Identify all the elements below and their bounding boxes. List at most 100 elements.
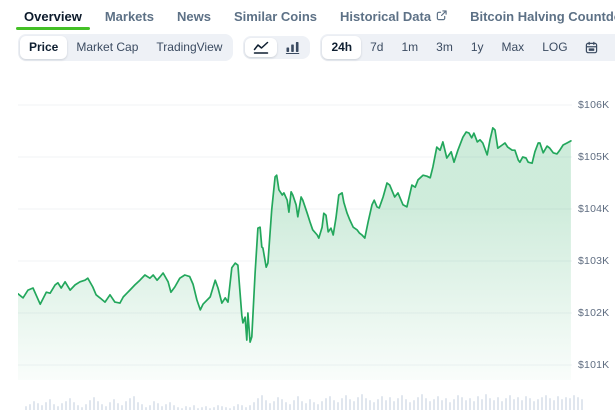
volume-bar: [361, 394, 363, 410]
tab-bar: Overview Markets News Similar Coins Historic…: [0, 0, 615, 30]
tab-markets[interactable]: Markets: [95, 3, 164, 30]
tab-label: News: [176, 9, 211, 24]
volume-bar: [373, 402, 375, 410]
volume-bar: [313, 402, 315, 410]
volume-bar: [113, 399, 115, 410]
volume-bar: [321, 401, 323, 410]
volume-bar: [165, 404, 167, 410]
tab-label: Bitcoin Halving Countdown: [470, 9, 615, 24]
volume-bar: [217, 405, 219, 410]
volume-bar: [533, 401, 535, 410]
range-1m-button[interactable]: 1m: [401, 40, 419, 55]
volume-bar: [481, 399, 483, 410]
volume-bar: [377, 399, 379, 410]
volume-bar: [581, 399, 583, 410]
volume-bar: [561, 399, 563, 410]
volume-bar: [501, 401, 503, 410]
volume-bar: [133, 396, 135, 410]
volume-bar: [277, 397, 279, 410]
bar-chart-button[interactable]: [277, 38, 308, 57]
volume-bar: [153, 401, 155, 410]
volume-bar: [53, 404, 55, 410]
volume-bar: [301, 401, 303, 410]
volume-bar: [265, 400, 267, 410]
volume-bar: [33, 401, 35, 410]
volume-bar: [121, 405, 123, 410]
price-chart[interactable]: $106K$105K$104K$103K$102K$101K CoinGecko: [0, 85, 615, 380]
volume-bar: [281, 399, 283, 410]
volume-bar: [253, 402, 255, 410]
volume-bar: [45, 402, 47, 410]
volume-bar: [421, 394, 423, 410]
volume-bar: [61, 403, 63, 410]
y-axis-label: $102K: [578, 307, 610, 319]
volume-bar: [565, 397, 567, 410]
volume-bar: [205, 406, 207, 410]
calendar-button[interactable]: [577, 38, 606, 57]
volume-bar: [73, 402, 75, 410]
volume-bar: [289, 404, 291, 410]
volume-bar: [69, 398, 71, 410]
tab-bitcoin-halving-countdown[interactable]: Bitcoin Halving Countdown: [460, 3, 615, 30]
price-area-fill: [18, 127, 571, 380]
tab-label: Similar Coins: [233, 9, 318, 24]
volume-bar: [241, 405, 243, 410]
volume-bar: [149, 405, 151, 410]
range-3m-button[interactable]: 3m: [436, 40, 453, 55]
tab-similar-coins[interactable]: Similar Coins: [224, 3, 327, 30]
range-max-button[interactable]: Max: [501, 40, 525, 55]
volume-bar: [417, 397, 419, 410]
volume-bar: [105, 406, 107, 410]
external-link-icon: [436, 10, 447, 21]
volume-bar: [381, 396, 383, 410]
volume-bar: [261, 395, 263, 410]
volume-bar: [173, 405, 175, 410]
volume-bar: [141, 404, 143, 410]
volume-bar: [509, 395, 511, 410]
range-1y-button[interactable]: 1y: [470, 40, 484, 55]
range-7d-button[interactable]: 7d: [370, 40, 384, 55]
range-24h-button[interactable]: 24h: [322, 36, 362, 59]
range-log-button[interactable]: LOG: [542, 40, 568, 55]
volume-bar: [65, 401, 67, 410]
volume-bar: [517, 397, 519, 410]
range-group: 24h 7d 1m 3m 1y Max LOG: [320, 34, 615, 61]
tradingview-button[interactable]: TradingView: [156, 40, 223, 55]
volume-bar: [557, 396, 559, 410]
volume-bar: [25, 406, 27, 410]
volume-bar: [257, 398, 259, 410]
volume-bar: [93, 397, 95, 410]
tab-historical-data[interactable]: Historical Data: [330, 3, 457, 30]
download-button[interactable]: [606, 38, 615, 57]
volume-bar: [193, 405, 195, 410]
volume-bar: [341, 398, 343, 410]
volume-bar: [393, 401, 395, 410]
y-axis-label: $104K: [578, 203, 610, 215]
volume-bar: [385, 400, 387, 410]
volume-bar: [489, 398, 491, 410]
market-cap-button[interactable]: Market Cap: [76, 40, 139, 55]
volume-bar: [537, 399, 539, 410]
volume-bar: [329, 396, 331, 410]
line-chart-button[interactable]: [245, 38, 278, 57]
volume-bar: [349, 399, 351, 410]
volume-bar: [125, 401, 127, 410]
tab-overview[interactable]: Overview: [14, 3, 92, 30]
tab-news[interactable]: News: [167, 3, 221, 30]
volume-bar: [345, 395, 347, 410]
volume-bar: [49, 399, 51, 410]
volume-bar: [369, 400, 371, 410]
volume-bar: [397, 398, 399, 410]
volume-bar: [569, 398, 571, 410]
volume-bar: [97, 401, 99, 410]
volume-bar: [433, 399, 435, 410]
line-chart-icon: [253, 41, 269, 54]
volume-bar: [541, 397, 543, 410]
price-button[interactable]: Price: [20, 36, 68, 59]
volume-bar: [237, 404, 239, 410]
volume-bar: [185, 406, 187, 410]
volume-bar: [485, 394, 487, 410]
volume-bar: [161, 406, 163, 410]
volume-bar: [457, 395, 459, 410]
